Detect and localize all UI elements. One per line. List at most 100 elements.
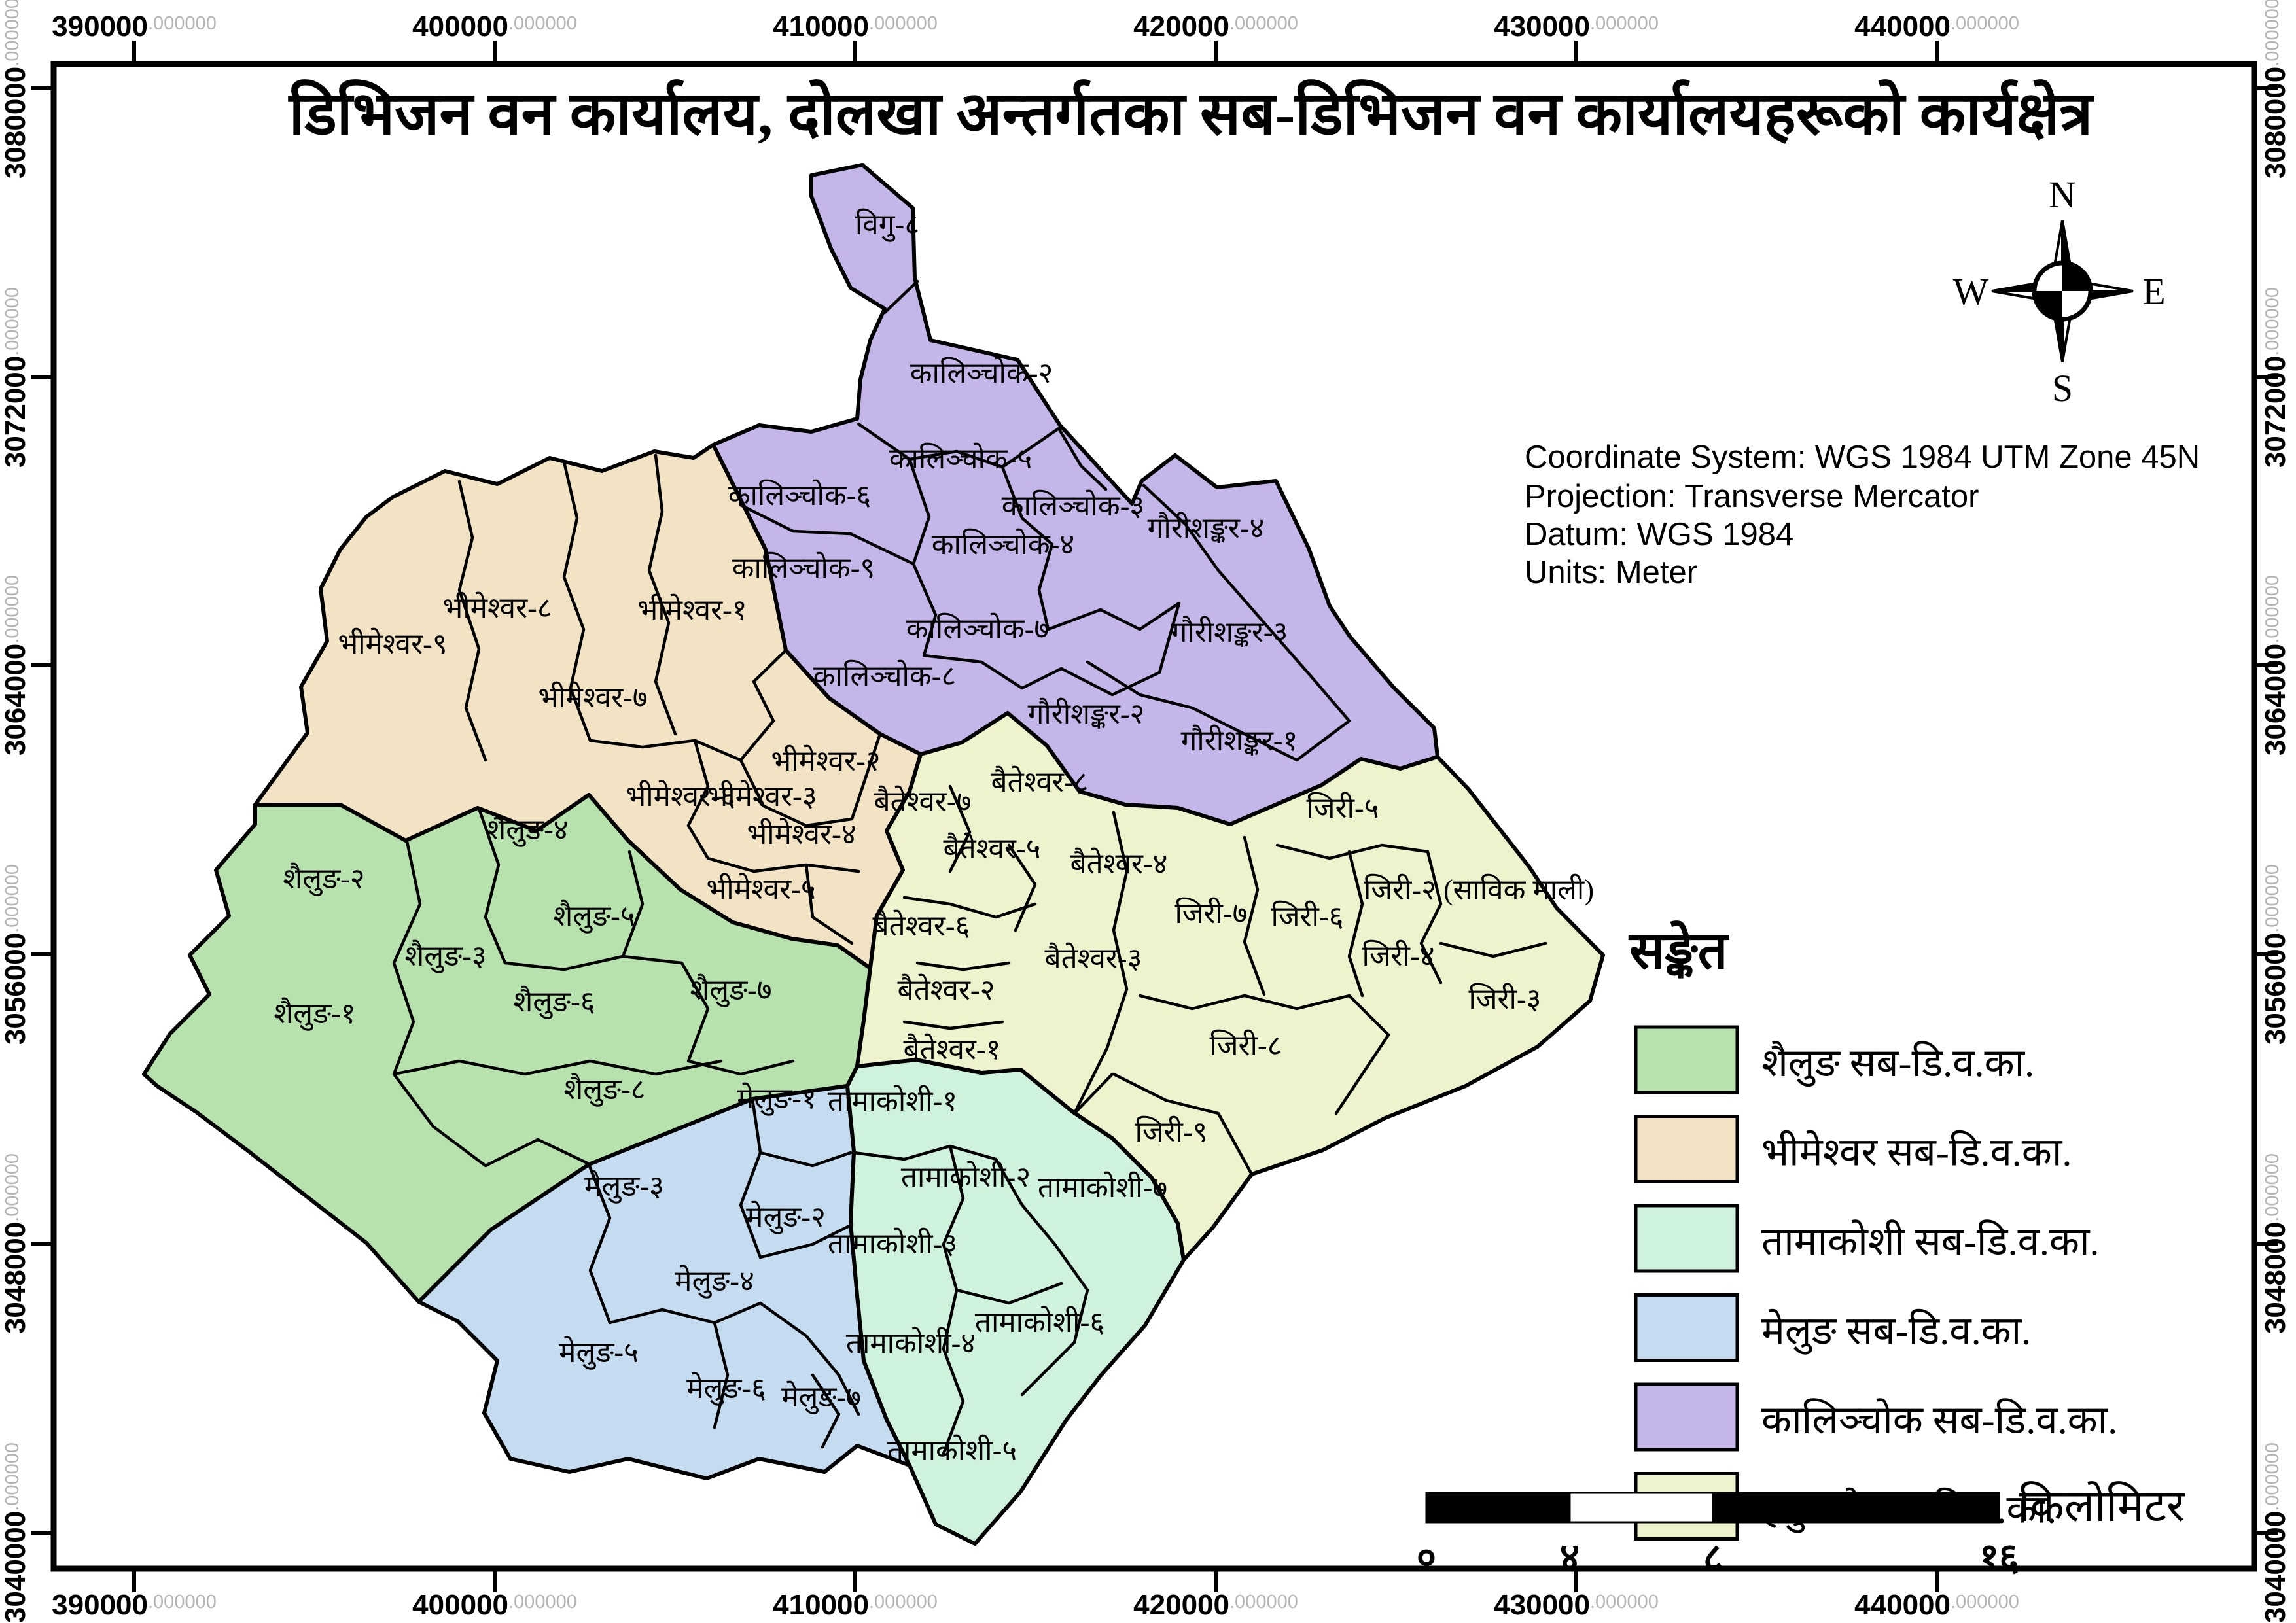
ward-label: शैलुङ-८ [563,1073,645,1107]
scalebar-number: १६ [1979,1536,2019,1579]
axis-label: 430000.000000 [1494,1589,1659,1621]
scalebar-number: ० [1417,1536,1436,1579]
ward-label: जिरी-२ (साविक माली) [1364,873,1594,906]
axis-label: 430000.000000 [1494,10,1659,43]
ward-labels: विगु-८ कालिञ्चोक-२ कालिञ्चोक-५ कालिञ्चोक-६ क… [274,208,1594,1467]
ward-label: मेलुङ-३ [584,1170,664,1204]
axis-label: 390000.000000 [52,10,217,43]
ward-label: कालिञ्चोक-६ [728,479,872,512]
compass-quarter-sw [2034,291,2062,319]
ward-label: मेलुङ-४ [675,1265,754,1299]
ward-label: जिरी-५ [1307,792,1379,824]
axis-right: 3080000.000000 3072000.000000 3064000.0000… [2254,0,2291,1623]
axis-label: 400000.000000 [412,10,577,43]
ward-label: तामाकोशी-६ [975,1306,1104,1338]
bhimeshwar-ward-lines [457,453,882,945]
ward-label: कालिञ्चोक-२ [910,357,1053,389]
legend-label-kalinchok: कालिञ्चोक सब-डि.व.का. [1761,1398,2117,1442]
ward-label: जिरी-३ [1469,983,1542,1015]
ward-label: जिरी-९ [1135,1115,1208,1148]
axis-left: 3080000.000000 3072000.000000 3064000.0000… [0,0,54,1623]
axis-label: 400000.000000 [412,1589,577,1621]
scalebar-number: ४ [1560,1536,1580,1579]
meta-line-3: Datum: WGS 1984 [1525,517,1793,552]
ward-label: बैतेश्वर-२ [898,973,995,1006]
meta-line-4: Units: Meter [1525,555,1697,590]
axis-label: 3040000.000000 [0,1442,31,1623]
ward-label: भीमेश्वर-२ [771,744,880,777]
axis-label: 3056000.000000 [0,864,31,1045]
meta-line-2: Projection: Transverse Mercator [1525,479,1979,514]
scalebar-labels: ० ४ ८ १६ [1417,1536,2019,1579]
tamakoshi-ward-lines [852,1144,1089,1456]
ward-label: भीमेश्वर-३ [707,780,817,812]
ward-label: भीमेश्वर-५ [706,873,815,905]
legend-label-bhimeshwar: भीमेश्वर सब-डि.व.का. [1761,1130,2072,1174]
legend-swatch-melung [1634,1293,1739,1362]
ward-label: बैतेश्वर-५ [944,832,1041,865]
axis-label: 420000.000000 [1133,1589,1298,1621]
ward-label: तामाकोशी-१ [828,1085,957,1117]
legend: सङ्केत शैलुङ सब-डि.व.का. भीमेश्वर सब-डि.व… [1628,920,2117,1541]
ward-label: बैतेश्वर-४ [1070,847,1168,880]
ward-label: बैतेश्वर-६ [873,909,970,942]
ward-label: गौरीशङ्कर-४ [1148,512,1265,544]
ward-label: तामाकोशी-७ [1038,1171,1167,1204]
meta-line-1: Coordinate System: WGS 1984 UTM Zone 45N [1525,440,2200,475]
axis-label: 3056000.000000 [2259,864,2291,1045]
legend-swatch-kalinchok [1634,1382,1739,1452]
compass-quarter-ne [2062,263,2091,291]
compass-rose-icon: N E S W [1953,173,2166,410]
axis-label: 3072000.000000 [2259,287,2291,468]
axis-label: 3040000.000000 [2259,1442,2291,1623]
ward-label: कालिञ्चोक-८ [813,659,957,692]
ward-label: कालिञ्चोक-९ [732,551,875,584]
legend-items: शैलुङ सब-डि.व.का. भीमेश्वर सब-डि.व.का. ताम… [1634,1025,2117,1541]
legend-swatch-shailung [1634,1025,1739,1094]
axis-label: 3064000.000000 [0,575,31,756]
scalebar-segment-3 [1712,1492,2000,1524]
legend-swatch-bhimeshwar [1634,1115,1739,1183]
axis-top: 390000.000000 400000.000000 410000.000000 4… [52,10,2019,64]
ward-label: शैलुङ-६ [513,985,595,1019]
ward-label: कालिञ्चोक-४ [932,528,1075,561]
ward-label: भीमेश्वर-१ [637,593,747,626]
hanumante-ward-lines [902,784,1547,1176]
ward-label: शैलुङ-१ [274,997,355,1031]
compass-label-w: W [1953,270,1989,313]
ward-label: शैलुङ-५ [553,899,635,934]
legend-label-tamakoshi: तामाकोशी सब-डि.व.का. [1761,1219,2100,1263]
ward-label: तामाकोशी-२ [901,1161,1031,1193]
ward-label: शैलुङ-२ [283,862,364,896]
axis-label: 440000.000000 [1854,1589,2019,1621]
ward-label: कालिञ्चोक-३ [1002,489,1145,522]
compass-label-s: S [2052,367,2073,410]
map-frame [50,61,2257,1572]
legend-label-melung: मेलुङ सब-डि.व.का. [1761,1309,2031,1355]
ward-label: तामाकोशी-४ [846,1327,976,1359]
axis-label: 3080000.000000 [2259,0,2291,179]
ward-label: बैतेश्वर-१ [904,1033,1001,1066]
ward-label: गौरीशङ्कर-२ [1028,697,1145,730]
ward-label: शैलुङ-४ [486,813,568,847]
ward-label: मेलुङ-२ [746,1200,826,1234]
ward-label: बैतेश्वर-७ [874,785,972,818]
scalebar-number: ८ [1703,1536,1723,1579]
legend-label-shailung: शैलुङ सब-डि.व.का. [1761,1041,2034,1087]
ward-label: जिरी-८ [1210,1029,1282,1062]
ward-label: भीमेश्वर-८ [442,591,552,624]
ward-label: शैलुङ-७ [690,973,771,1007]
axis-bottom: 390000.000000 400000.000000 410000.000000 4… [52,1569,2019,1621]
axis-label: 3048000.000000 [0,1153,31,1334]
ward-label: तामाकोशी-५ [887,1434,1017,1467]
ward-label: शैलुङ-३ [404,939,486,973]
ward-label: विगु-८ [855,208,919,242]
ward-label: भीमेश्वर-९ [338,627,447,660]
ward-label: तामाकोशी-३ [828,1227,957,1260]
legend-swatch-tamakoshi [1634,1204,1739,1273]
axis-label: 440000.000000 [1854,10,2019,43]
axis-label: 3072000.000000 [0,287,31,468]
ward-label: बैतेश्वर-३ [1045,942,1142,975]
ward-label: भीमेश्वर-४ [747,818,856,850]
